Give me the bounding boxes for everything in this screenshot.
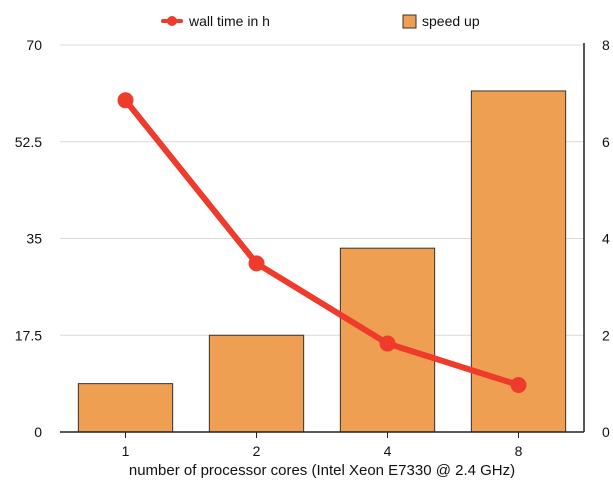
y-right-tick-label: 6 <box>602 134 610 150</box>
y-left-tick-label: 17.5 <box>15 327 42 343</box>
axes <box>60 43 585 438</box>
y-left-tick-label: 0 <box>34 424 42 440</box>
line-point <box>379 335 396 352</box>
y-right-tick-label: 4 <box>602 231 610 247</box>
legend-label-speed-up: speed up <box>422 13 480 29</box>
x-axis-title: number of processor cores (Intel Xeon E7… <box>129 462 515 479</box>
y-right-tick-label: 2 <box>602 327 610 343</box>
y-left-tick-label: 35 <box>26 231 42 247</box>
line-point <box>510 377 527 394</box>
wall-time-polyline <box>122 97 522 389</box>
legend: wall time in h speed up <box>161 13 480 29</box>
legend-label-wall-time: wall time in h <box>188 13 270 29</box>
legend-bar-swatch <box>402 14 417 29</box>
y-left-tick-label: 52.5 <box>15 134 42 150</box>
wall-time-line <box>117 92 527 394</box>
bar <box>208 334 305 433</box>
legend-line-marker <box>167 16 177 26</box>
tick-labels: 0 17.5 35 52.5 70 0 2 4 6 8 1 2 4 8 <box>15 37 610 459</box>
x-tick-label: 4 <box>384 443 392 459</box>
y-left-tick-label: 70 <box>26 37 42 53</box>
x-tick-label: 1 <box>122 443 130 459</box>
legend-item-wall-time: wall time in h <box>161 13 270 29</box>
bar <box>77 383 174 433</box>
y-right-tick-label: 8 <box>602 37 610 53</box>
x-tick-label: 2 <box>253 443 261 459</box>
x-tick-label: 8 <box>515 443 523 459</box>
legend-item-speed-up: speed up <box>402 13 480 29</box>
line-point <box>248 255 265 272</box>
line-point <box>117 92 134 109</box>
y-right-tick-label: 0 <box>602 424 610 440</box>
